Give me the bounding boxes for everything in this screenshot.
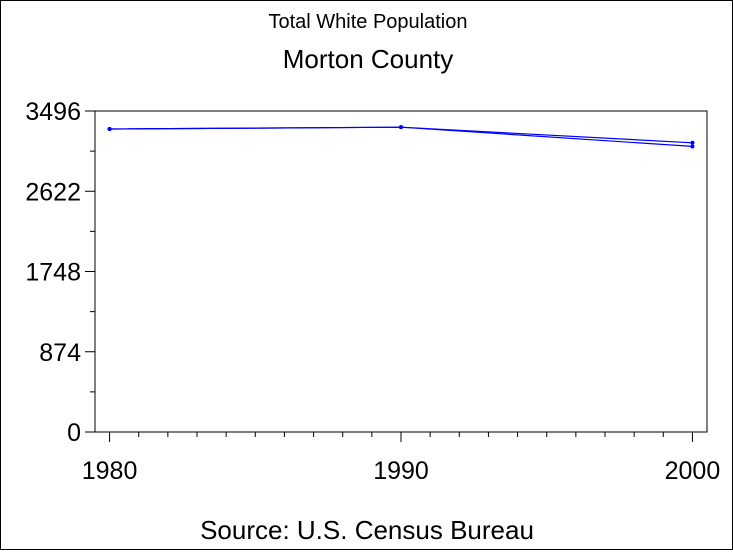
y-tick-label: 1748 [25,259,81,287]
data-point [399,125,403,130]
data-point [690,144,695,149]
y-tick-label: 874 [39,339,81,367]
data-point [690,140,695,145]
chart-title: Total White Population [268,11,467,33]
series-group [107,125,695,149]
x-tick-label: 1980 [82,457,138,485]
source-note: Source: U.S. Census Bureau [200,515,534,545]
y-tick-label: 2622 [25,178,81,206]
y-tick-label: 3496 [25,98,81,126]
plot-area [94,110,708,433]
x-tick-label: 1990 [373,457,429,485]
x-axis: 1980 1990 2000 [82,432,720,485]
x-tick-label: 2000 [665,457,721,485]
chart-subtitle: Morton County [283,44,454,74]
y-tick-label: 0 [67,419,81,447]
series-line [109,126,693,147]
data-point [107,126,112,131]
y-axis: 0 874 1748 2622 3496 [25,98,95,447]
